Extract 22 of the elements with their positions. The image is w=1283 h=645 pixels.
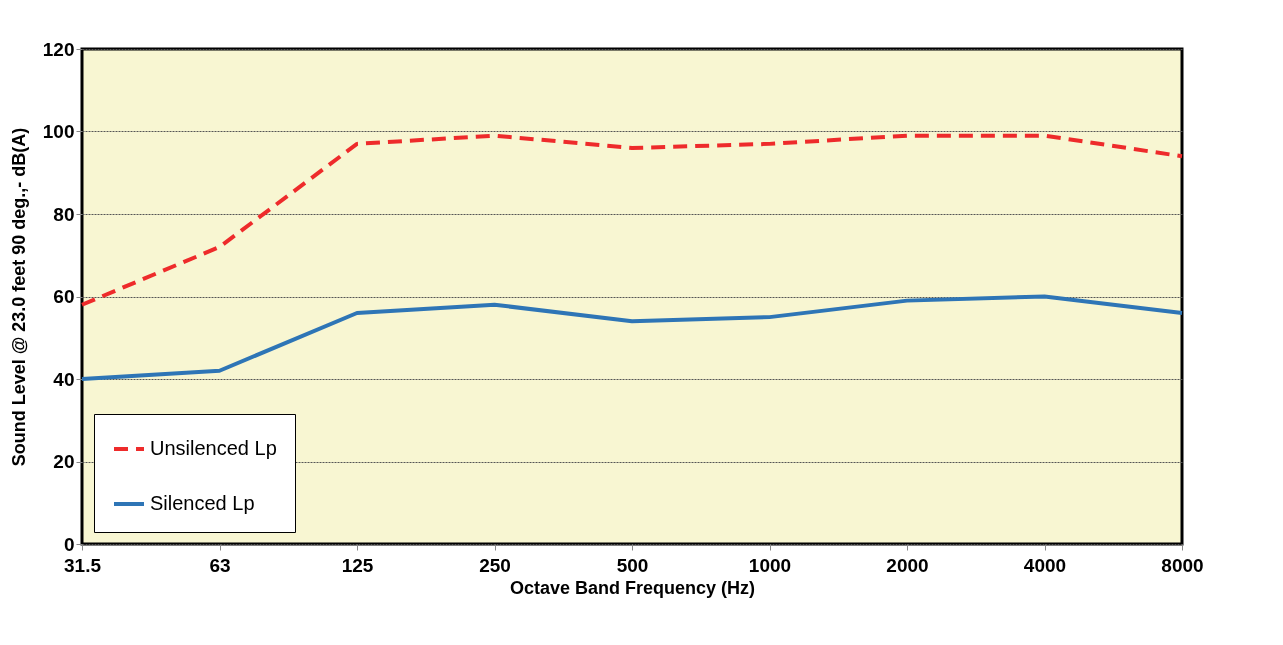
- line-series: [80, 133, 1184, 307]
- x-tick-label: 500: [616, 554, 649, 576]
- y-tick-label: 120: [42, 38, 75, 60]
- x-tick-label: 250: [479, 554, 511, 576]
- x-tick-label: 63: [209, 554, 231, 576]
- line-series: [80, 294, 1184, 381]
- x-tick-label: 4000: [1023, 554, 1067, 576]
- x-axis-title: Octave Band Frequency (Hz): [509, 577, 756, 598]
- legend-label: Unsilenced Lp: [150, 437, 277, 459]
- x-tick-label: 2000: [886, 554, 929, 576]
- legend-label: Silenced Lp: [150, 492, 255, 514]
- y-tick-label: 80: [53, 203, 75, 225]
- y-tick-label: 0: [63, 533, 75, 555]
- x-tick-label: 31.5: [64, 554, 102, 576]
- x-tick-label: 1000: [748, 554, 792, 576]
- y-tick-label: 40: [53, 368, 75, 390]
- y-tick-label: 60: [53, 286, 75, 307]
- x-tick-label: 125: [341, 554, 374, 576]
- y-tick-label: 20: [53, 451, 75, 472]
- x-tick-label: 8000: [1161, 554, 1204, 576]
- y-tick-label: 100: [42, 121, 75, 142]
- y-axis-title: Sound Level @ 23.0 feet 90 deg.,- dB(A): [8, 127, 29, 467]
